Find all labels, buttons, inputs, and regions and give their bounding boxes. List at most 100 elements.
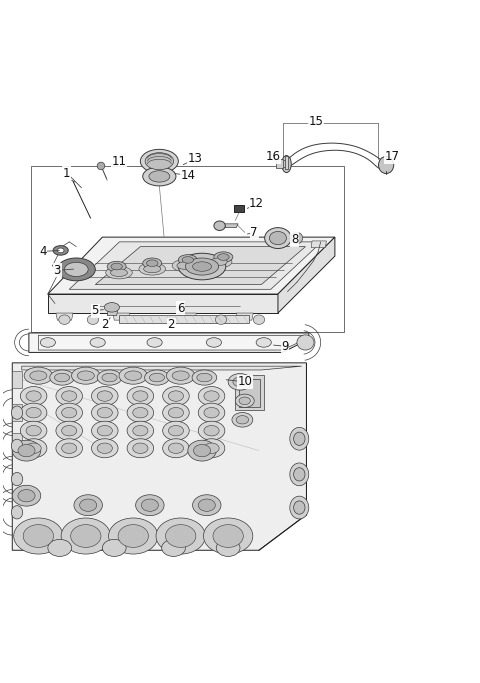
- Polygon shape: [107, 311, 118, 316]
- Ellipse shape: [188, 440, 216, 461]
- Ellipse shape: [133, 443, 148, 454]
- Ellipse shape: [20, 421, 47, 440]
- Ellipse shape: [92, 421, 118, 440]
- Ellipse shape: [20, 438, 47, 458]
- Ellipse shape: [218, 253, 229, 260]
- Ellipse shape: [56, 387, 83, 406]
- Text: 15: 15: [309, 115, 324, 128]
- Ellipse shape: [147, 337, 162, 347]
- Ellipse shape: [198, 421, 225, 440]
- Ellipse shape: [97, 370, 122, 385]
- Ellipse shape: [141, 499, 158, 512]
- Ellipse shape: [55, 374, 70, 382]
- Ellipse shape: [192, 370, 217, 385]
- Polygon shape: [48, 294, 278, 313]
- Ellipse shape: [192, 494, 221, 516]
- Polygon shape: [12, 432, 22, 449]
- Text: 10: 10: [237, 376, 252, 389]
- Polygon shape: [223, 224, 238, 227]
- Ellipse shape: [294, 432, 305, 445]
- Polygon shape: [236, 313, 253, 320]
- Polygon shape: [56, 313, 73, 320]
- Ellipse shape: [253, 315, 264, 324]
- Ellipse shape: [177, 262, 194, 269]
- Ellipse shape: [149, 171, 170, 182]
- Ellipse shape: [50, 370, 74, 385]
- Polygon shape: [278, 237, 335, 313]
- Ellipse shape: [72, 367, 100, 385]
- Ellipse shape: [168, 391, 183, 402]
- Ellipse shape: [127, 438, 154, 458]
- Ellipse shape: [26, 426, 41, 436]
- Text: 12: 12: [249, 197, 264, 210]
- Ellipse shape: [97, 443, 112, 454]
- Ellipse shape: [140, 150, 179, 173]
- Ellipse shape: [12, 439, 23, 453]
- Ellipse shape: [133, 426, 148, 436]
- Ellipse shape: [179, 255, 197, 265]
- Ellipse shape: [239, 397, 251, 404]
- Ellipse shape: [102, 374, 117, 382]
- Ellipse shape: [57, 258, 96, 281]
- Ellipse shape: [166, 525, 196, 547]
- Text: 6: 6: [177, 302, 184, 315]
- Text: 7: 7: [251, 226, 258, 239]
- Polygon shape: [69, 242, 322, 290]
- Ellipse shape: [168, 426, 183, 436]
- Ellipse shape: [294, 501, 305, 514]
- Ellipse shape: [210, 258, 227, 266]
- Polygon shape: [113, 313, 130, 320]
- Ellipse shape: [20, 387, 47, 406]
- Ellipse shape: [143, 258, 162, 268]
- Ellipse shape: [192, 262, 212, 271]
- Ellipse shape: [143, 167, 176, 186]
- Polygon shape: [22, 366, 301, 370]
- Ellipse shape: [168, 408, 183, 418]
- Ellipse shape: [53, 246, 68, 255]
- Ellipse shape: [290, 463, 309, 486]
- Ellipse shape: [235, 394, 254, 408]
- Ellipse shape: [26, 408, 41, 418]
- Ellipse shape: [256, 337, 271, 347]
- Polygon shape: [48, 237, 335, 294]
- Ellipse shape: [127, 387, 154, 406]
- Ellipse shape: [12, 473, 23, 486]
- Ellipse shape: [149, 374, 165, 382]
- Ellipse shape: [12, 440, 41, 461]
- Ellipse shape: [290, 428, 309, 450]
- Ellipse shape: [48, 540, 72, 557]
- Ellipse shape: [110, 269, 128, 277]
- Ellipse shape: [205, 255, 232, 268]
- Ellipse shape: [228, 374, 252, 390]
- Ellipse shape: [97, 426, 112, 436]
- Text: 1: 1: [63, 167, 71, 180]
- Ellipse shape: [61, 408, 77, 418]
- Ellipse shape: [56, 421, 83, 440]
- Text: 5: 5: [92, 304, 99, 317]
- Ellipse shape: [213, 525, 243, 547]
- Ellipse shape: [12, 505, 23, 519]
- Ellipse shape: [97, 391, 112, 402]
- Ellipse shape: [236, 416, 249, 424]
- Ellipse shape: [146, 260, 158, 266]
- Ellipse shape: [40, 337, 56, 347]
- Ellipse shape: [12, 485, 41, 506]
- Text: 9: 9: [281, 339, 289, 352]
- Ellipse shape: [269, 232, 287, 245]
- Ellipse shape: [297, 335, 314, 350]
- Ellipse shape: [64, 262, 88, 277]
- Ellipse shape: [24, 367, 53, 385]
- Ellipse shape: [92, 387, 118, 406]
- Ellipse shape: [214, 252, 233, 262]
- Ellipse shape: [102, 540, 126, 557]
- Bar: [234, 205, 244, 212]
- Ellipse shape: [106, 266, 132, 279]
- Text: 3: 3: [54, 264, 61, 277]
- Ellipse shape: [291, 232, 302, 244]
- Ellipse shape: [71, 525, 101, 547]
- Ellipse shape: [80, 499, 96, 512]
- Ellipse shape: [264, 227, 291, 249]
- Ellipse shape: [163, 403, 189, 422]
- Ellipse shape: [57, 248, 64, 253]
- Ellipse shape: [204, 518, 253, 554]
